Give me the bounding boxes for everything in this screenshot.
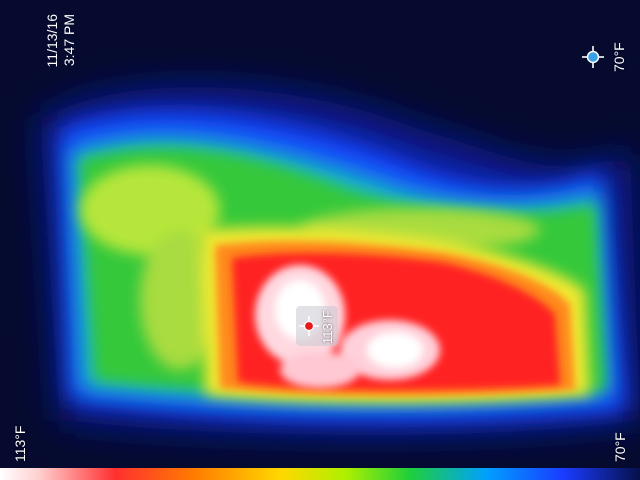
scale-min-temp: 70°F [612,432,628,462]
capture-time: 3:47 PM [61,14,77,67]
thermal-image [40,87,640,436]
spot-temp-readout: 113°F [320,310,335,344]
crosshair-icon [299,316,319,336]
capture-date: 11/13/16 [44,14,60,68]
spot-meter-box[interactable] [296,306,338,346]
color-palette-bar [0,468,640,480]
scale-max-temp: 113°F [12,425,28,462]
capture-timestamp: 11/13/16 3:47 PM [44,14,84,74]
cold-target-temp: 70°F [611,42,627,72]
crosshair-icon[interactable] [582,46,604,68]
